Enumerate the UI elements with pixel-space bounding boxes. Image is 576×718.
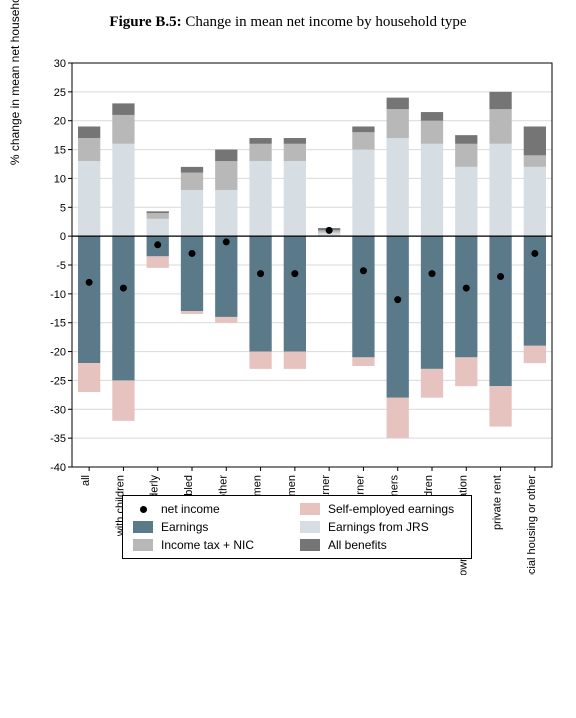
figure-label: Figure B.5: bbox=[109, 14, 181, 30]
figure-caption: Change in mean net income by household t… bbox=[185, 14, 466, 30]
figure-title: Figure B.5: Change in mean net income by… bbox=[12, 14, 564, 31]
svg-text:-35: -35 bbox=[50, 433, 66, 445]
svg-text:-5: -5 bbox=[56, 260, 66, 272]
legend-label-income-tax-nic: Income tax + NIC bbox=[161, 538, 294, 552]
svg-text:social housing or other: social housing or other bbox=[526, 475, 538, 575]
legend-swatch-self-employed bbox=[300, 503, 320, 515]
svg-text:all: all bbox=[80, 475, 92, 486]
legend-swatch-income-tax-nic bbox=[133, 539, 153, 551]
legend-swatch-earnings bbox=[133, 521, 153, 533]
y-axis-label: % change in mean net household income bbox=[8, 0, 22, 225]
legend: net income Self-employed earnings Earnin… bbox=[122, 495, 472, 559]
legend-label-earnings-jrs: Earnings from JRS bbox=[328, 520, 461, 534]
svg-text:-10: -10 bbox=[50, 289, 66, 301]
legend-label-self-employed: Self-employed earnings bbox=[328, 502, 461, 516]
legend-label-all-benefits: All benefits bbox=[328, 538, 461, 552]
svg-text:-25: -25 bbox=[50, 375, 66, 387]
svg-text:-20: -20 bbox=[50, 347, 66, 359]
svg-text:private rent: private rent bbox=[492, 475, 504, 530]
svg-text:25: 25 bbox=[54, 87, 66, 99]
legend-label-net-income: net income bbox=[161, 502, 294, 516]
svg-text:5: 5 bbox=[60, 202, 66, 214]
svg-text:10: 10 bbox=[54, 173, 66, 185]
legend-marker-net-income bbox=[133, 503, 153, 515]
svg-text:-30: -30 bbox=[50, 404, 66, 416]
svg-text:30: 30 bbox=[54, 58, 66, 70]
chart-container: % change in mean net household income -4… bbox=[12, 55, 564, 575]
svg-text:0: 0 bbox=[60, 231, 66, 243]
svg-text:-15: -15 bbox=[50, 318, 66, 330]
legend-swatch-all-benefits bbox=[300, 539, 320, 551]
svg-text:20: 20 bbox=[54, 116, 66, 128]
legend-label-earnings: Earnings bbox=[161, 520, 294, 534]
legend-swatch-earnings-jrs bbox=[300, 521, 320, 533]
svg-text:-40: -40 bbox=[50, 462, 66, 474]
svg-text:15: 15 bbox=[54, 145, 66, 157]
